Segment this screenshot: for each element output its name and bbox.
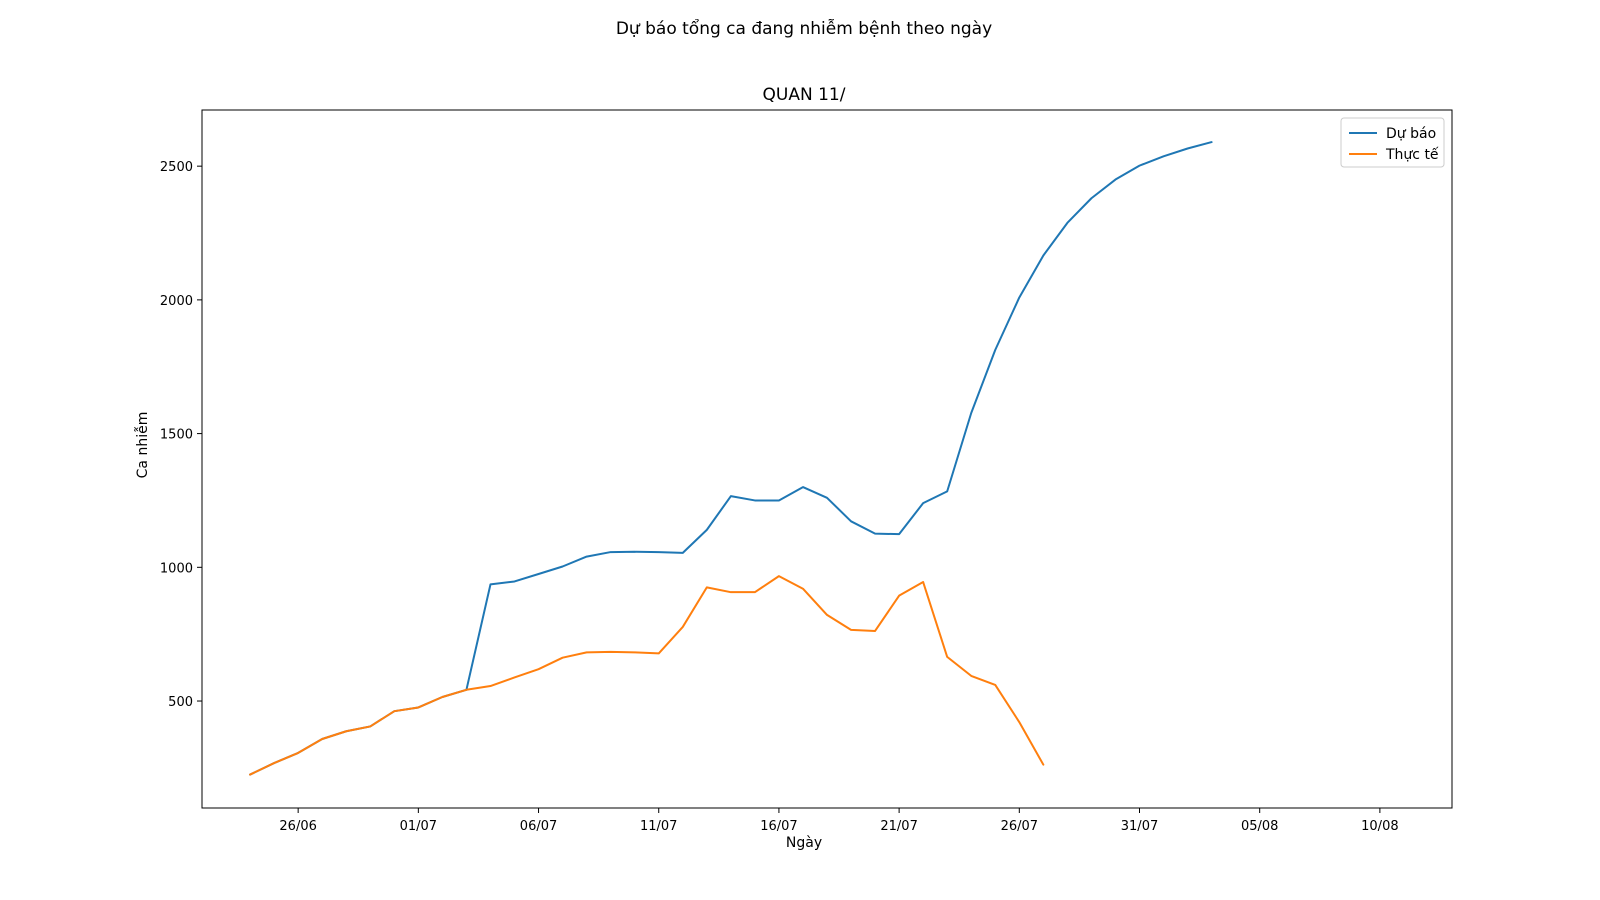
x-tick-label: 01/07 [400, 819, 437, 834]
series-line-thuc-te [249, 575, 1045, 776]
plot-area: 26/06 01/07 06/07 11/07 16/07 21/07 26/07 31/07… [160, 109, 1453, 834]
y-axis-label: Ca nhiễm [134, 412, 151, 479]
x-tick-label: 21/07 [880, 819, 917, 834]
x-tick-label: 16/07 [760, 819, 797, 834]
x-tick-label: 05/08 [1241, 819, 1278, 834]
y-tick-label: 2500 [160, 160, 193, 175]
legend-label: Dự báo [1386, 126, 1436, 142]
series-line-du-bao [249, 141, 1213, 776]
y-tick-label: 1500 [160, 428, 193, 443]
legend: Dự báo Thực tế [1340, 117, 1445, 168]
x-tick-label: 26/06 [279, 819, 316, 834]
x-tick-label: 10/08 [1361, 819, 1398, 834]
legend-label: Thực tế [1385, 146, 1439, 163]
x-tick-label: 26/07 [1001, 819, 1038, 834]
x-tick-label: 11/07 [640, 819, 677, 834]
plot-frame [201, 109, 1453, 809]
chart-suptitle: Dự báo tổng ca đang nhiễm bệnh theo ngày [616, 18, 992, 39]
y-tick-label: 2000 [160, 294, 193, 309]
x-tick-label: 31/07 [1121, 819, 1158, 834]
y-tick-label: 1000 [160, 561, 193, 576]
x-axis-label: Ngày [786, 835, 822, 851]
chart-title: QUAN 11/ [763, 85, 846, 105]
x-tick-label: 06/07 [520, 819, 557, 834]
y-tick-label: 500 [168, 695, 193, 710]
